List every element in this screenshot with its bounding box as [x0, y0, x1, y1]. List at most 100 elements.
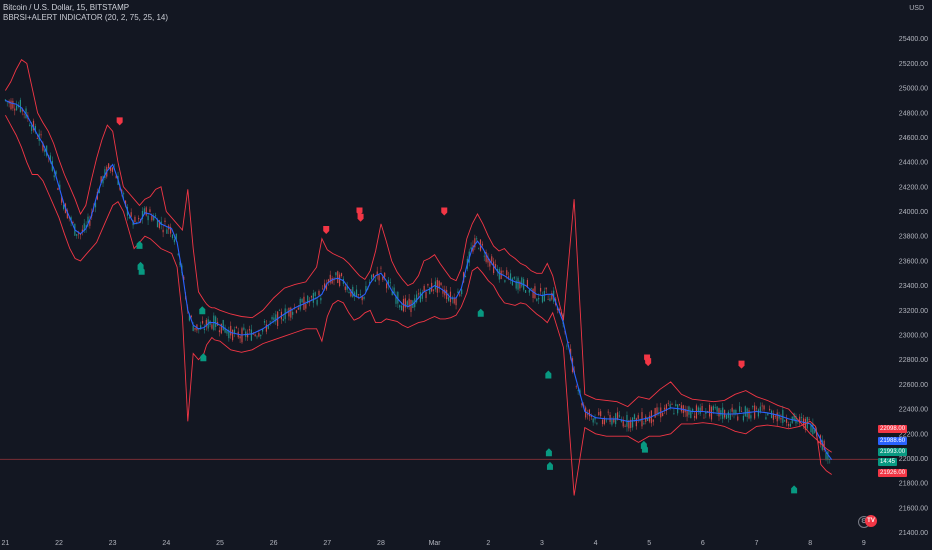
- basis-line: [5, 99, 833, 461]
- candle-body: [134, 216, 136, 223]
- candle-body: [340, 273, 343, 277]
- candle-body: [675, 404, 677, 407]
- candle-body: [123, 193, 125, 195]
- candle-body: [705, 411, 707, 414]
- candle-body: [290, 307, 292, 318]
- candle-body: [16, 105, 18, 111]
- candle-body: [188, 314, 191, 321]
- candle-body: [102, 176, 104, 184]
- candle-body: [395, 295, 397, 304]
- candle-body: [228, 330, 230, 339]
- buy-signal-marker: [199, 306, 206, 315]
- candle-body: [592, 418, 594, 423]
- candle-body: [408, 298, 410, 308]
- candle-body: [333, 279, 335, 281]
- candle-body: [748, 410, 750, 419]
- candle-body: [389, 282, 391, 284]
- candle-body: [722, 407, 724, 419]
- price-tag: 21993.00: [878, 448, 908, 456]
- candle-body: [357, 294, 360, 296]
- candle-body: [586, 413, 589, 415]
- candle-body: [601, 419, 604, 425]
- indicator-title[interactable]: BBRSI+ALERT INDICATOR (20, 2, 75, 25, 14…: [3, 13, 169, 22]
- symbol-title[interactable]: Bitcoin / U.S. Dollar, 15, BITSTAMP: [3, 3, 130, 12]
- candle-body: [485, 252, 487, 262]
- candle-body: [211, 324, 213, 329]
- candle-body: [320, 298, 322, 301]
- candle-body: [271, 317, 273, 320]
- candle-body: [151, 215, 153, 221]
- candle-body: [652, 419, 654, 422]
- candle-body: [34, 126, 37, 132]
- candle-body: [239, 336, 241, 339]
- candle-body: [421, 292, 423, 299]
- candle-body: [166, 229, 168, 234]
- candle-body: [337, 271, 339, 284]
- candle-body: [776, 412, 778, 422]
- candle-body: [814, 429, 816, 433]
- price-tick-label: 22000.00: [899, 456, 928, 463]
- time-tick-label: 23: [109, 540, 117, 547]
- candle-body: [401, 305, 403, 311]
- candle-body: [643, 423, 645, 425]
- candle-body: [49, 155, 52, 162]
- candle-body: [419, 292, 421, 302]
- candle-body: [179, 261, 181, 266]
- candle-body: [432, 289, 435, 291]
- candle-body: [528, 290, 530, 293]
- candle-body: [504, 280, 506, 282]
- candle-body: [295, 310, 298, 313]
- currency-label[interactable]: USD: [909, 5, 924, 12]
- buy-signal-marker: [545, 370, 552, 379]
- candle-body: [551, 293, 553, 300]
- candle-body: [716, 406, 718, 412]
- candle-body: [532, 288, 534, 299]
- candle-body: [164, 220, 166, 223]
- candle-body: [282, 319, 284, 321]
- candle-body: [297, 307, 299, 310]
- candle-body: [305, 304, 307, 309]
- candle-body: [611, 419, 613, 425]
- candle-body: [630, 419, 632, 428]
- candle-body: [478, 248, 480, 250]
- candle-body: [380, 267, 382, 269]
- candle-body: [765, 417, 767, 420]
- candle-body: [639, 420, 641, 422]
- tradingview-logo[interactable]: TV: [865, 515, 877, 527]
- candle-body: [684, 409, 686, 413]
- candle-body: [493, 261, 495, 274]
- bands-layer: [5, 59, 833, 496]
- candle-body: [374, 279, 376, 282]
- lower-band-line: [5, 114, 832, 496]
- price-tick-label: 22200.00: [899, 431, 928, 438]
- candle-body: [725, 414, 728, 419]
- candle-body: [324, 283, 326, 289]
- candle-body: [774, 416, 776, 418]
- candle-body: [763, 405, 765, 410]
- candle-body: [350, 289, 352, 297]
- candle-body: [10, 100, 12, 110]
- candle-body: [714, 407, 716, 409]
- candle-body: [588, 409, 591, 417]
- price-tick-label: 24000.00: [899, 209, 928, 216]
- candle-body: [508, 276, 510, 278]
- candle-body: [4, 99, 6, 101]
- price-tick-label: 23600.00: [899, 258, 928, 265]
- time-tick-label: 6: [701, 540, 705, 547]
- candle-body: [230, 325, 232, 336]
- candle-body: [808, 419, 810, 421]
- price-tick-label: 25000.00: [899, 86, 928, 93]
- buy-signal-marker: [545, 448, 552, 457]
- candle-body: [21, 108, 23, 112]
- candle-body: [370, 274, 373, 280]
- candle-body: [690, 410, 692, 419]
- candle-body: [269, 321, 271, 323]
- time-tick-label: 4: [594, 540, 598, 547]
- candle-body: [81, 229, 83, 233]
- price-tick-label: 23800.00: [899, 234, 928, 241]
- price-tick-label: 24600.00: [899, 135, 928, 142]
- time-tick-label: 27: [323, 540, 331, 547]
- candle-body: [252, 333, 254, 335]
- candle-body: [812, 423, 814, 435]
